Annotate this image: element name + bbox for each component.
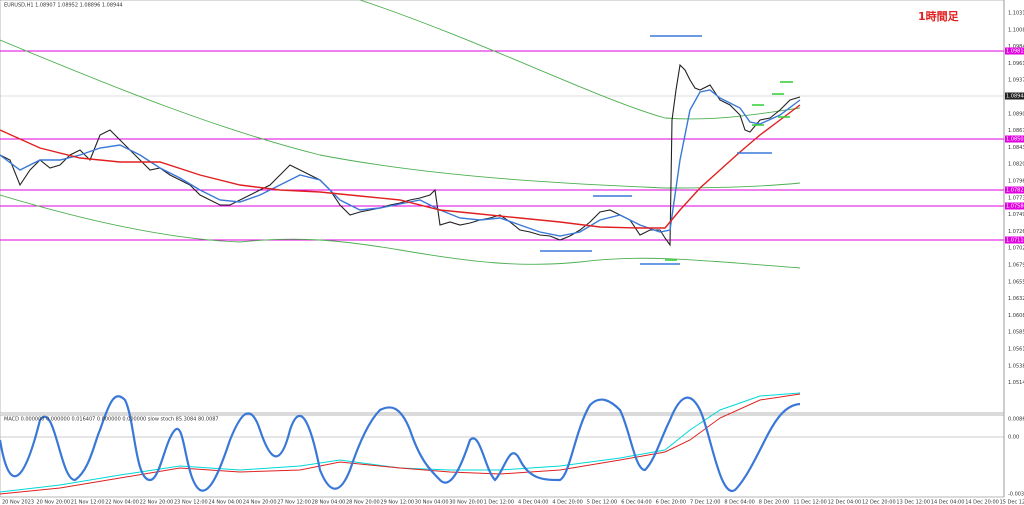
price-label: 1.07730: [1008, 195, 1024, 201]
time-label: 27 Nov 12:00: [277, 500, 311, 505]
time-label: 14 Dec 20:00: [965, 500, 999, 505]
time-label: 8 Dec 20:00: [759, 500, 789, 505]
time-label: 6 Dec 20:00: [656, 500, 686, 505]
price: [0, 63, 801, 247]
time-label: 24 Nov 20:00: [243, 500, 277, 505]
macd-label: MACD 0.000000 0.000000 0.016407 0.000000…: [4, 417, 219, 423]
level-label: 1.07580: [1006, 204, 1024, 210]
level-label: 1.07825: [1006, 188, 1024, 194]
level-label: 1.08505: [1006, 137, 1024, 143]
price-label: 1.07025: [1008, 246, 1024, 252]
price-label: 1.06555: [1008, 279, 1024, 285]
price-label: 1.08670: [1008, 128, 1024, 134]
price-label: 1.09610: [1008, 61, 1024, 67]
level-label: 1.07110: [1006, 238, 1024, 244]
levels: [0, 50, 1004, 241]
time-label: 8 Dec 04:00: [724, 500, 754, 505]
time-label: 22 Nov 04:00: [105, 500, 139, 505]
price-label: 1.05615: [1008, 347, 1024, 353]
markers-green: [665, 81, 793, 261]
time-label: 12 Dec 20:00: [862, 500, 896, 505]
price-label: 1.07260: [1008, 229, 1024, 235]
time-label: 13 Dec 12:00: [896, 500, 930, 505]
price-label: 1.09845: [1008, 44, 1024, 50]
long-ma: [0, 0, 801, 269]
time-label: 29 Nov 12:00: [380, 500, 414, 505]
level-box: [1005, 135, 1024, 143]
price-label: 1.08435: [1008, 145, 1024, 151]
time-label: 6 Dec 04:00: [621, 500, 651, 505]
time-label: 30 Nov 20:00: [449, 500, 483, 505]
macd-panel: [0, 414, 1005, 498]
time-label: 23 Nov 12:00: [174, 500, 208, 505]
price-label: 1.05380: [1008, 363, 1024, 369]
macd-line: [0, 392, 801, 493]
stochastic: [0, 395, 801, 492]
level-box: [1005, 186, 1024, 194]
symbol-info: EURUSD,H1 1.08907 1.08952 1.08896 1.0894…: [4, 3, 123, 9]
time-label: 24 Nov 04:00: [208, 500, 242, 505]
price-label: 1.06790: [1008, 263, 1024, 269]
current-price-box: [1005, 92, 1024, 100]
macd-axis-label: -0.00334: [1008, 492, 1024, 498]
price-label: 1.05145: [1008, 380, 1024, 386]
time-label: 11 Dec 12:00: [793, 500, 827, 505]
time-label: 4 Dec 20:00: [552, 500, 582, 505]
time-label: 5 Dec 12:00: [587, 500, 617, 505]
time-label: 22 Nov 20:00: [140, 500, 174, 505]
price-label: 1.10080: [1008, 27, 1024, 33]
price-label: 1.09375: [1008, 78, 1024, 84]
time-label: 28 Nov 04:00: [312, 500, 346, 505]
timeframe-annotation: 1時間足: [918, 9, 960, 23]
price-label: 1.10315: [1008, 11, 1024, 17]
time-label: 20 Nov 20:00: [36, 500, 70, 505]
macd-axis-label: 0.00862: [1008, 417, 1024, 423]
time-label: 15 Dec 12:00: [1000, 500, 1024, 505]
price-label: 1.07965: [1008, 179, 1024, 185]
price-label: 1.07495: [1008, 212, 1024, 218]
markers: [540, 35, 772, 265]
time-label: 4 Dec 04:00: [518, 500, 548, 505]
time-label: 1 Dec 12:00: [484, 500, 514, 505]
time-label: 28 Nov 20:00: [346, 500, 380, 505]
time-label: 7 Dec 12:00: [690, 500, 720, 505]
level-box: [1005, 202, 1024, 210]
price-label: 1.06085: [1008, 313, 1024, 319]
time-label: 14 Dec 04:00: [931, 500, 965, 505]
time-label: 12 Dec 04:00: [828, 500, 862, 505]
current-price-label: 1.08944: [1006, 94, 1024, 100]
price-label: 1.08905: [1008, 111, 1024, 117]
price-label: 1.05850: [1008, 330, 1024, 336]
level-box: [1005, 236, 1024, 244]
time-label: 21 Nov 12:00: [71, 500, 105, 505]
time-label: 20 Nov 2023: [2, 500, 34, 505]
time-label: 30 Nov 04:00: [415, 500, 449, 505]
level-label: 1.09810: [1006, 49, 1024, 55]
price-label: 1.06320: [1008, 296, 1024, 302]
slow-ma: [0, 104, 801, 229]
level-box: [1005, 47, 1024, 55]
macd-axis-label: 0.00: [1008, 435, 1019, 441]
price-label: 1.08200: [1008, 162, 1024, 168]
signal-line: [0, 393, 801, 495]
